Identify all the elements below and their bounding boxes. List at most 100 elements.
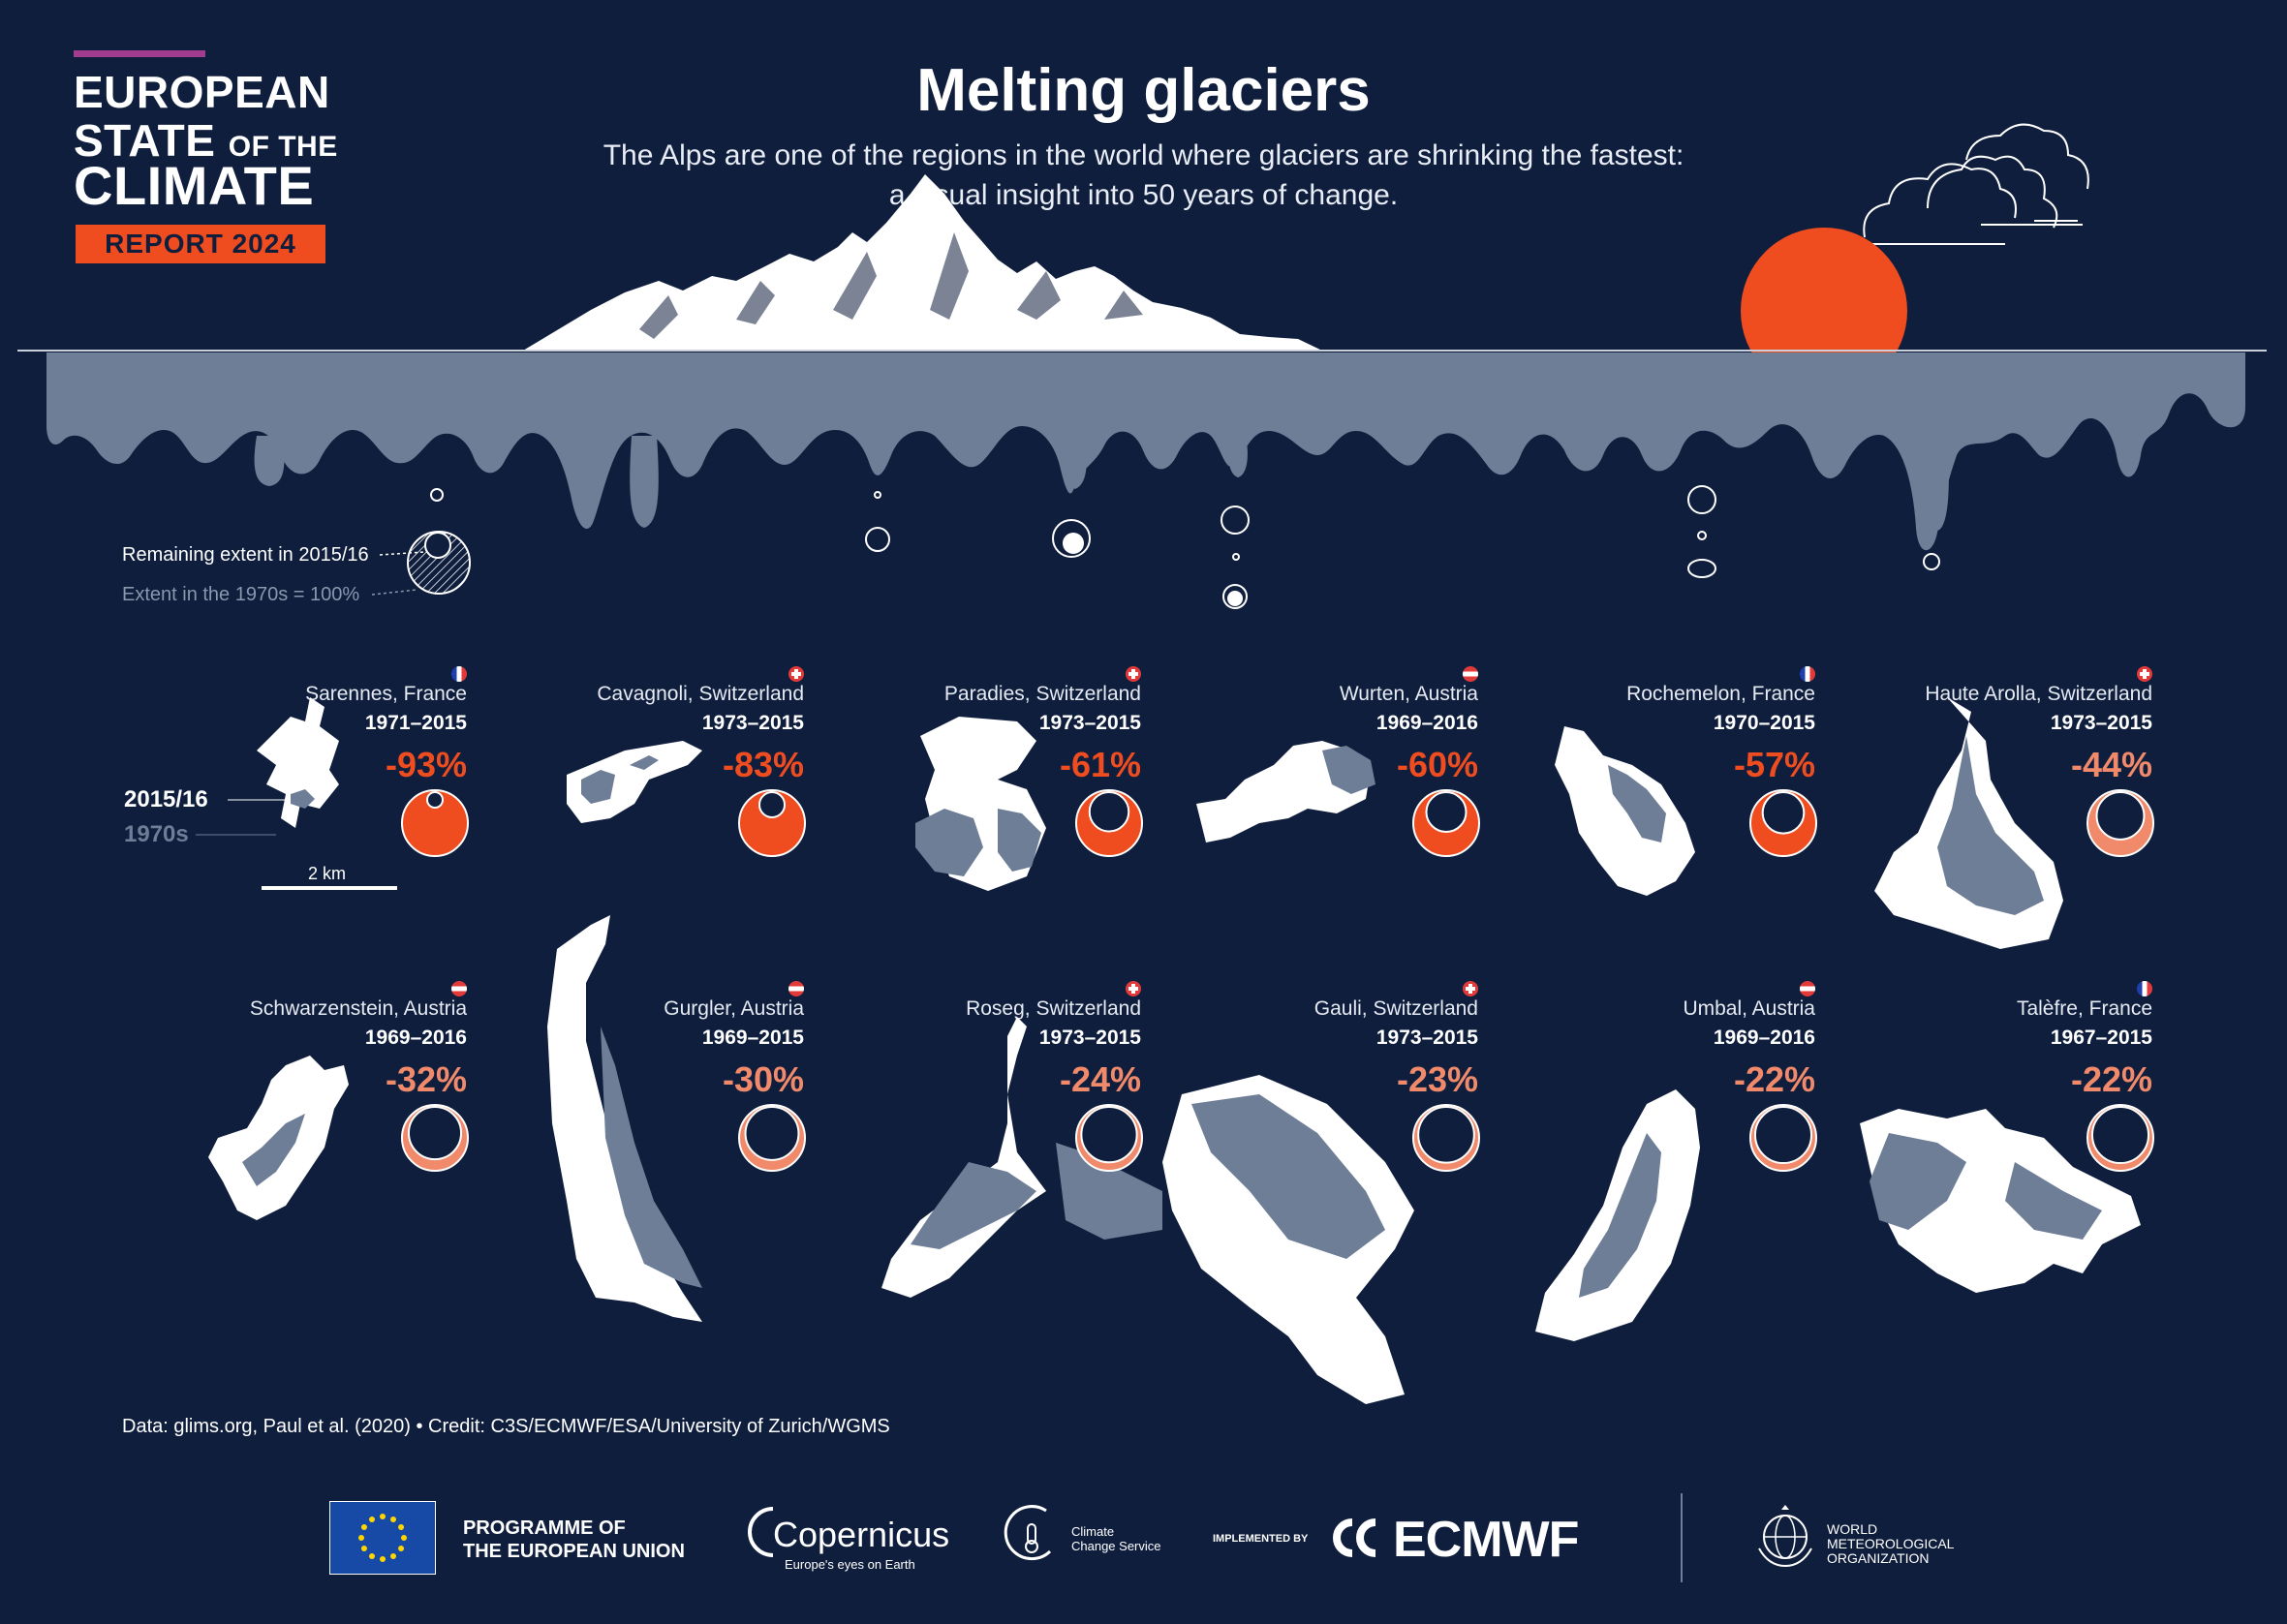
glacier-lost-area (291, 789, 315, 809)
glacier-name: Sarennes, France (305, 683, 467, 705)
subtitle-line-1: The Alps are one of the regions in the w… (603, 139, 1684, 171)
badge-line-climate: CLIMATE (74, 155, 315, 216)
wmo-line-2: METEOROLOGICAL (1827, 1536, 1955, 1551)
page-subtitle: The Alps are one of the regions in the w… (0, 136, 2287, 215)
page-title: Melting glaciers (916, 57, 1371, 124)
glacier-change-percent: -32% (385, 1059, 467, 1099)
key-label-1970s: 1970s (124, 821, 189, 847)
eu-programme-text: PROGRAMME OF THE EUROPEAN UNION (463, 1517, 685, 1563)
glacier-change-percent: -44% (2070, 745, 2152, 784)
loss-ring-icon (1749, 789, 1817, 857)
copernicus-arc-icon (748, 1507, 774, 1557)
glacier-1970s-extent (881, 1017, 1046, 1298)
france-flag-icon (2137, 981, 2152, 996)
glacier-lost-area (242, 1114, 305, 1186)
eu-programme-line-1: PROGRAMME OF (463, 1517, 626, 1539)
ecmwf-wordmark: ECMWF (1393, 1512, 1579, 1568)
loss-ring-icon (1749, 1104, 1817, 1172)
badge-line-european: EUROPEAN (74, 67, 330, 117)
clouds-icon (1850, 123, 2089, 245)
glacier-lost-area (1937, 736, 2044, 915)
switzerland-flag-icon (1126, 666, 1141, 682)
glacier-lost-area (1322, 746, 1375, 794)
glacier-years: 1970–2015 (1713, 712, 1815, 734)
footer-divider (1681, 1493, 1683, 1582)
glacier-change-percent: -93% (385, 745, 467, 784)
glacier-lost-area (1870, 1133, 2102, 1240)
switzerland-flag-icon (1463, 981, 1478, 996)
glacier-years: 1969–2016 (364, 1026, 467, 1049)
glacier-years: 1967–2015 (2050, 1026, 2152, 1049)
legend-remaining-circle (424, 532, 451, 559)
glacier-lost-area (915, 809, 1041, 876)
switzerland-flag-icon (2137, 666, 2152, 682)
glacier-name: Paradies, Switzerland (943, 683, 1141, 705)
glacier-name: Gauli, Switzerland (1313, 997, 1478, 1020)
climate-change-service-text: Climate Change Service (1071, 1524, 1161, 1553)
glacier-years: 1971–2015 (364, 712, 467, 734)
glacier-change-percent: -22% (1733, 1059, 1815, 1099)
data-credit: Data: glims.org, Paul et al. (2020) • Cr… (122, 1416, 890, 1437)
glacier-lost-area (601, 1026, 702, 1288)
loss-ring-icon (2086, 789, 2154, 857)
ccs-line-1: Climate (1071, 1524, 1115, 1539)
glacier-years: 1969–2016 (1713, 1026, 1815, 1049)
glacier-years: 1969–2015 (701, 1026, 804, 1049)
loss-ring-icon (401, 1104, 469, 1172)
switzerland-flag-icon (788, 666, 804, 682)
glacier-change-percent: -23% (1396, 1059, 1478, 1099)
copernicus-wordmark: Copernicus (773, 1515, 950, 1554)
austria-flag-icon (451, 981, 467, 996)
melting-ice-landscape (17, 123, 2267, 609)
glacier-name: Gurgler, Austria (664, 997, 804, 1020)
loss-ring-icon (1412, 1104, 1480, 1172)
legend-remaining-label: Remaining extent in 2015/16 (122, 544, 369, 566)
glacier-1970s-extent (1555, 726, 1695, 896)
glacier-years: 1973–2015 (1038, 712, 1141, 734)
glacier-lost-area (1191, 1094, 1385, 1259)
loss-ring-icon (738, 789, 806, 857)
report-year-badge: REPORT 2024 (76, 225, 325, 263)
ccs-line-2: Change Service (1071, 1539, 1161, 1553)
glacier-name: Talèfre, France (2016, 997, 2152, 1020)
glacier-years: 1973–2015 (1375, 1026, 1478, 1049)
austria-flag-icon (1463, 666, 1478, 682)
glacier-name: Umbal, Austria (1683, 997, 1815, 1020)
eu-programme-line-2: THE EUROPEAN UNION (463, 1541, 685, 1562)
wmo-line-1: WORLD (1827, 1521, 1878, 1537)
loss-ring-icon (1075, 789, 1143, 857)
wmo-line-3: ORGANIZATION (1827, 1550, 1930, 1566)
glacier-change-percent: -61% (1059, 745, 1141, 784)
austria-flag-icon (1800, 981, 1815, 996)
glacier-change-percent: -30% (722, 1059, 804, 1099)
scale-bar (262, 886, 397, 890)
melting-ice-shelf (46, 352, 2245, 551)
ecmwf-symbol-icon (1327, 1517, 1389, 1559)
badge-line-state: STATE OF THE (74, 118, 338, 163)
eu-flag-icon (329, 1501, 436, 1575)
glacier-change-percent: -57% (1733, 745, 1815, 784)
loss-ring-icon (1075, 1104, 1143, 1172)
glacier-years: 1973–2015 (1038, 1026, 1141, 1049)
glacier-years: 1969–2016 (1375, 712, 1478, 734)
glacier-change-percent: -22% (2070, 1059, 2152, 1099)
glacier-name: Wurten, Austria (1339, 683, 1478, 705)
loss-ring-icon (2086, 1104, 2154, 1172)
glacier-years: 1973–2015 (701, 712, 804, 734)
loss-ring-icon (1412, 789, 1480, 857)
subtitle-line-2: a visual insight into 50 years of change… (888, 179, 1399, 211)
glacier-lost-area (1579, 1133, 1661, 1298)
legend-extent-circle (407, 531, 471, 595)
glacier-lost-area (581, 755, 659, 804)
glacier-name: Haute Arolla, Switzerland (1925, 683, 2152, 705)
glacier-lost-area (1608, 765, 1666, 843)
switzerland-flag-icon (1126, 981, 1141, 996)
implemented-by-label: IMPLEMENTED BY (1213, 1533, 1309, 1545)
glacier-change-percent: -60% (1396, 745, 1478, 784)
loss-ring-icon (401, 789, 469, 857)
loss-ring-icon (738, 1104, 806, 1172)
france-flag-icon (451, 666, 467, 682)
badge-accent-bar (74, 50, 205, 57)
key-label-2015: 2015/16 (124, 786, 208, 812)
scale-bar-label: 2 km (308, 864, 347, 883)
